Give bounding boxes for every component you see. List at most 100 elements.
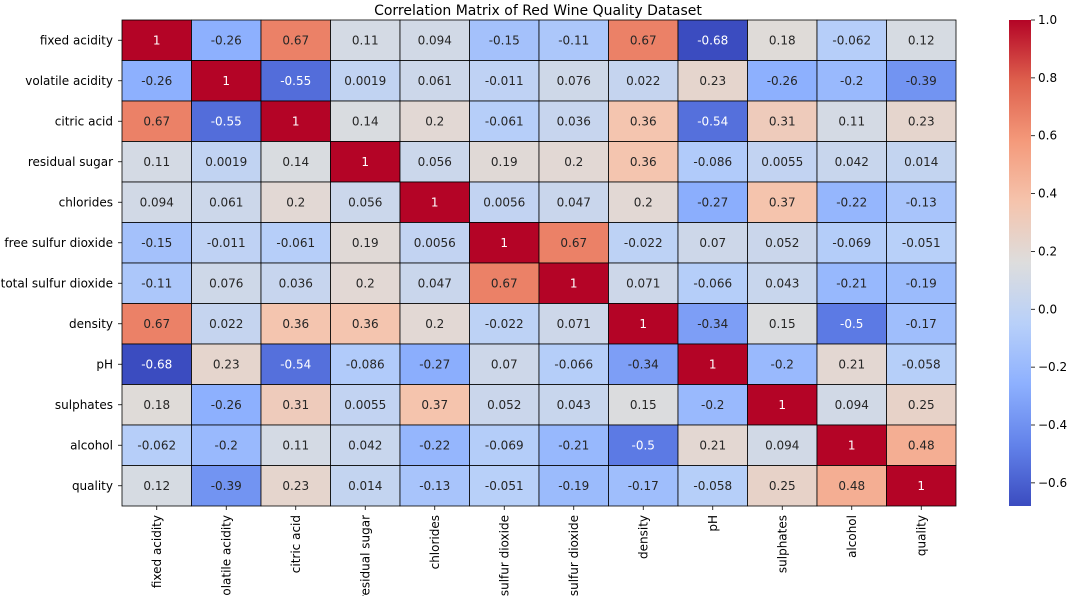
cell-value-label: 0.37 <box>769 195 796 209</box>
cell-value-label: 0.07 <box>491 357 518 371</box>
heatmap-cell <box>330 222 401 264</box>
cell-value-label: 0.0055 <box>761 155 803 169</box>
heatmap-cell <box>469 343 540 385</box>
heatmap-cell <box>330 424 401 466</box>
heatmap-cell <box>191 19 262 61</box>
row-label: fixed acidity <box>40 33 113 47</box>
heatmap-cell <box>260 424 331 466</box>
heatmap-cell <box>816 343 887 385</box>
cell-value-label: 0.094 <box>835 398 869 412</box>
cell-value-label: 1 <box>431 195 439 209</box>
column-label: fixed acidity <box>150 515 164 588</box>
cell-value-label: -0.17 <box>628 479 659 493</box>
cell-value-label: -0.26 <box>767 74 798 88</box>
heatmap-cell <box>121 343 192 385</box>
heatmap-cell <box>747 465 818 507</box>
heatmap-cell <box>469 141 540 183</box>
heatmap-cell <box>330 343 401 385</box>
cell-value-label: -0.058 <box>693 479 732 493</box>
cell-value-label: 0.036 <box>279 276 313 290</box>
cell-value-label: 0.061 <box>418 74 452 88</box>
cell-value-label: 0.2 <box>356 276 375 290</box>
heatmap-cell <box>816 181 887 223</box>
cell-value-label: 0.2 <box>425 317 444 331</box>
cell-value-label: 0.25 <box>769 479 796 493</box>
cell-value-label: -0.13 <box>906 195 937 209</box>
cell-value-label: 0.21 <box>838 357 865 371</box>
row-labels: fixed acidity volatile acidity citric acid… <box>1 33 122 493</box>
heatmap-cell <box>538 141 609 183</box>
cell-value-label: -0.34 <box>628 357 659 371</box>
row-label: residual sugar <box>28 155 113 169</box>
heatmap-cell <box>121 424 192 466</box>
heatmap-cell <box>747 384 818 426</box>
heatmap-cell <box>191 141 262 183</box>
cell-value-label: 0.36 <box>630 114 657 128</box>
cell-value-label: -0.011 <box>485 74 524 88</box>
cell-value-label: 0.36 <box>352 317 379 331</box>
heatmap-cell <box>538 465 609 507</box>
cell-value-label: 0.07 <box>699 236 726 250</box>
heatmap-cell <box>260 141 331 183</box>
cell-value-label: 0.11 <box>352 33 379 47</box>
cell-value-label: -0.22 <box>419 438 450 452</box>
cell-value-label: 0.36 <box>630 155 657 169</box>
column-labels: fixed acidity volatile acidity citric acid… <box>150 506 928 596</box>
cell-value-label: -0.15 <box>141 236 172 250</box>
cell-value-label: -0.17 <box>906 317 937 331</box>
heatmap-cell <box>191 424 262 466</box>
heatmap-cell <box>747 303 818 345</box>
heatmap-cells: 1 -0.26 0.67 0.11 0.094 -0.15 -0.11 0.67 -0.68 0.… <box>121 19 957 507</box>
cell-value-label: -0.2 <box>840 74 863 88</box>
heatmap-cell <box>886 19 957 61</box>
cell-value-label: -0.21 <box>558 438 589 452</box>
cell-value-label: -0.2 <box>771 357 794 371</box>
cell-value-label: -0.069 <box>832 236 871 250</box>
cell-value-label: 0.0055 <box>344 398 386 412</box>
cell-value-label: 0.36 <box>282 317 309 331</box>
heatmap-cell <box>330 100 401 142</box>
heatmap-cell <box>677 60 748 102</box>
cell-value-label: -0.069 <box>485 438 524 452</box>
column-label: residual sugar <box>358 515 372 596</box>
row-label: quality <box>72 479 113 493</box>
cell-value-label: -0.086 <box>346 357 385 371</box>
heatmap-cell <box>191 465 262 507</box>
cell-value-label: 1 <box>709 357 717 371</box>
cell-value-label: 0.042 <box>348 438 382 452</box>
cell-value-label: 0.2 <box>634 195 653 209</box>
cell-value-label: -0.061 <box>485 114 524 128</box>
cell-value-label: 0.056 <box>348 195 382 209</box>
heatmap-cell <box>121 19 192 61</box>
cell-value-label: 0.047 <box>418 276 452 290</box>
cell-value-label: -0.15 <box>489 33 520 47</box>
heatmap-cell <box>260 100 331 142</box>
heatmap-cell <box>399 100 470 142</box>
cell-value-label: 0.15 <box>630 398 657 412</box>
cell-value-label: 0.094 <box>418 33 452 47</box>
cell-value-label: -0.062 <box>832 33 871 47</box>
heatmap-cell <box>121 303 192 345</box>
cell-value-label: 0.14 <box>352 114 379 128</box>
cell-value-label: -0.051 <box>485 479 524 493</box>
cell-value-label: 0.2 <box>425 114 444 128</box>
cell-value-label: -0.061 <box>276 236 315 250</box>
heatmap-cell <box>399 60 470 102</box>
cell-value-label: 0.11 <box>282 438 309 452</box>
cell-value-label: 0.2 <box>564 155 583 169</box>
heatmap-cell <box>330 19 401 61</box>
cell-value-label: 0.23 <box>282 479 309 493</box>
cell-value-label: 0.094 <box>765 438 799 452</box>
cell-value-label: -0.54 <box>697 114 728 128</box>
cell-value-label: 0.31 <box>282 398 309 412</box>
colorbar-tick-label: 1.0 <box>1038 13 1057 27</box>
heatmap-cell <box>469 222 540 264</box>
heatmap-cell <box>538 60 609 102</box>
cell-value-label: 0.37 <box>421 398 448 412</box>
cell-value-label: -0.066 <box>554 357 593 371</box>
heatmap-cell <box>816 384 887 426</box>
cell-value-label: -0.19 <box>558 479 589 493</box>
heatmap-cell <box>538 181 609 223</box>
cell-value-label: 0.14 <box>282 155 309 169</box>
heatmap-cell <box>191 343 262 385</box>
